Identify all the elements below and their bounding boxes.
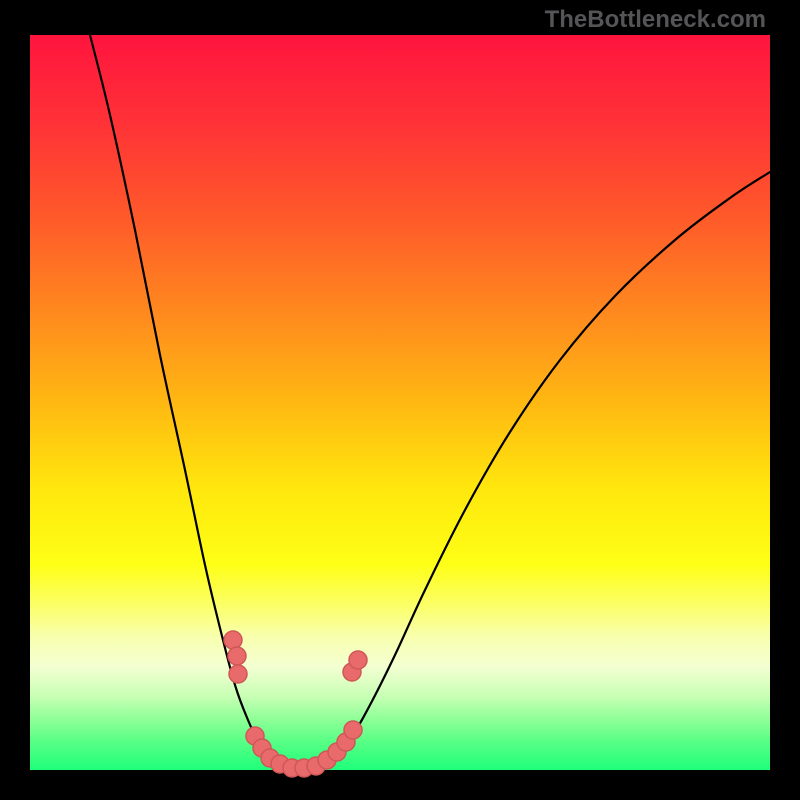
data-marker [229,665,247,683]
data-marker [228,647,246,665]
v-curve-path [90,35,770,769]
plot-area [30,35,770,770]
marker-group [224,631,367,777]
data-marker [344,721,362,739]
data-marker [349,651,367,669]
watermark-text: TheBottleneck.com [545,6,766,34]
data-marker [224,631,242,649]
chart-frame: TheBottleneck.com [0,0,800,800]
curve-layer [0,0,800,800]
